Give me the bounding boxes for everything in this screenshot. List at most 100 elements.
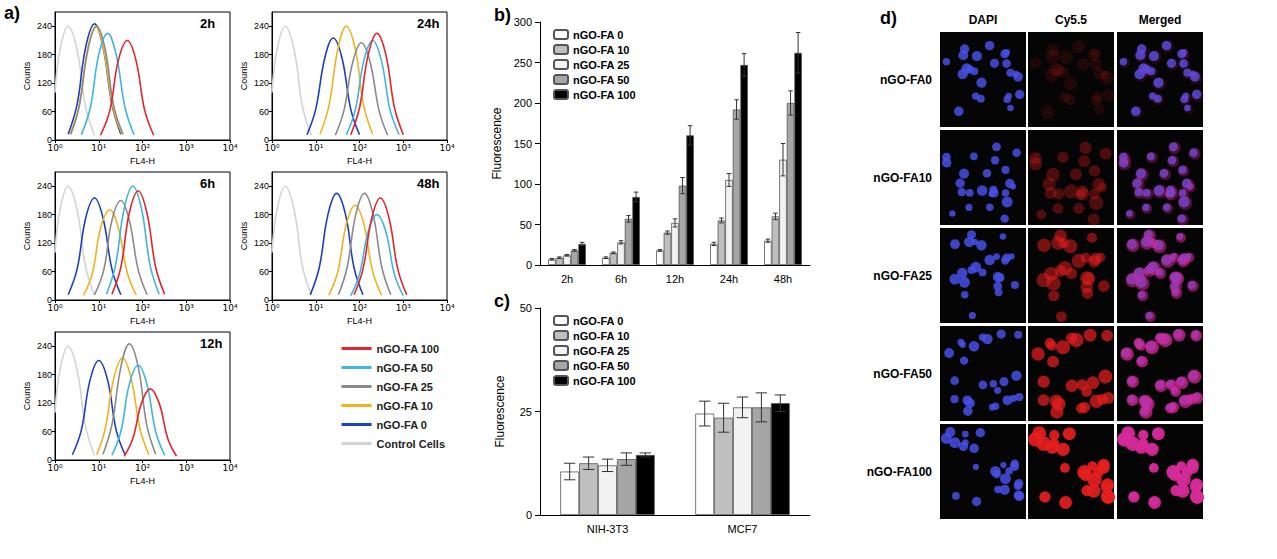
svg-text:10⁴: 10⁴ [222,463,237,473]
svg-text:240: 240 [37,21,52,31]
svg-text:60: 60 [42,107,52,117]
svg-text:Merged: Merged [1139,13,1182,27]
svg-text:c): c) [494,291,510,311]
svg-text:10³: 10³ [179,143,194,153]
svg-text:200: 200 [514,97,532,109]
svg-text:60: 60 [259,267,269,277]
svg-text:nGO-FA 25: nGO-FA 25 [573,59,629,71]
svg-text:Fluorescence: Fluorescence [493,375,507,447]
svg-text:nGO-FA 50: nGO-FA 50 [573,74,629,86]
svg-text:NIH-3T3: NIH-3T3 [587,523,629,535]
svg-text:nGO-FA 0: nGO-FA 0 [573,29,623,41]
svg-text:240: 240 [37,181,52,191]
svg-text:10⁴: 10⁴ [439,303,454,313]
svg-text:a): a) [4,3,20,23]
svg-text:10⁰: 10⁰ [264,303,279,313]
svg-text:120: 120 [37,238,52,248]
svg-text:nGO-FA25: nGO-FA25 [873,269,932,283]
svg-text:nGO-FA50: nGO-FA50 [873,367,932,381]
svg-text:10²: 10² [135,463,150,473]
svg-text:60: 60 [42,427,52,437]
svg-text:d): d) [880,8,897,28]
svg-text:24h: 24h [720,273,738,285]
svg-text:nGO-FA 100: nGO-FA 100 [573,375,636,387]
svg-text:10¹: 10¹ [308,303,323,313]
svg-text:2h: 2h [561,273,573,285]
svg-text:0: 0 [526,509,532,521]
svg-text:180: 180 [37,210,52,220]
svg-text:MCF7: MCF7 [728,523,758,535]
svg-text:Counts: Counts [22,381,32,410]
svg-text:10⁰: 10⁰ [47,143,62,153]
svg-text:10³: 10³ [179,303,194,313]
svg-text:180: 180 [254,210,269,220]
svg-text:10²: 10² [352,303,367,313]
svg-text:240: 240 [254,21,269,31]
svg-text:300: 300 [514,16,532,28]
svg-text:nGO-FA 50: nGO-FA 50 [377,362,433,374]
svg-text:10⁴: 10⁴ [222,303,237,313]
svg-text:Cy5.5: Cy5.5 [1055,13,1087,27]
svg-text:Control Cells: Control Cells [377,438,445,450]
svg-text:240: 240 [254,181,269,191]
svg-text:FL4-H: FL4-H [130,316,155,326]
svg-text:nGO-FA0: nGO-FA0 [880,73,932,87]
svg-text:100: 100 [514,178,532,190]
svg-text:50: 50 [520,302,532,314]
svg-text:48h: 48h [417,176,439,191]
svg-text:nGO-FA 25: nGO-FA 25 [573,345,629,357]
svg-text:250: 250 [514,57,532,69]
svg-text:FL4-H: FL4-H [347,156,372,166]
svg-text:60: 60 [259,107,269,117]
svg-text:b): b) [494,5,511,25]
svg-text:10²: 10² [135,303,150,313]
svg-text:120: 120 [37,78,52,88]
svg-text:6h: 6h [200,176,215,191]
svg-text:10³: 10³ [179,463,194,473]
svg-text:150: 150 [514,138,532,150]
svg-text:10¹: 10¹ [91,463,106,473]
svg-text:180: 180 [254,50,269,60]
svg-text:FL4-H: FL4-H [347,316,372,326]
svg-text:10⁰: 10⁰ [47,303,62,313]
svg-text:0: 0 [526,259,532,271]
svg-text:6h: 6h [615,273,627,285]
svg-text:60: 60 [42,267,52,277]
svg-text:nGO-FA 0: nGO-FA 0 [377,419,427,431]
svg-text:48h: 48h [774,273,792,285]
svg-text:10⁰: 10⁰ [264,143,279,153]
svg-text:nGO-FA 0: nGO-FA 0 [573,315,623,327]
svg-text:Counts: Counts [239,61,249,90]
svg-text:nGO-FA 100: nGO-FA 100 [377,343,440,355]
svg-text:10²: 10² [135,143,150,153]
svg-text:120: 120 [254,238,269,248]
svg-text:DAPI: DAPI [969,13,998,27]
svg-text:FL4-H: FL4-H [130,156,155,166]
svg-text:nGO-FA 25: nGO-FA 25 [377,381,433,393]
svg-text:12h: 12h [666,273,684,285]
svg-text:12h: 12h [200,336,222,351]
svg-text:120: 120 [254,78,269,88]
svg-text:25: 25 [520,406,532,418]
svg-text:nGO-FA10: nGO-FA10 [873,171,932,185]
svg-text:10⁴: 10⁴ [222,143,237,153]
svg-text:50: 50 [520,219,532,231]
svg-text:180: 180 [37,50,52,60]
svg-text:10¹: 10¹ [91,303,106,313]
svg-text:180: 180 [37,370,52,380]
svg-text:nGO-FA 10: nGO-FA 10 [573,44,629,56]
svg-text:120: 120 [37,398,52,408]
svg-text:nGO-FA 10: nGO-FA 10 [573,330,629,342]
svg-text:Counts: Counts [239,221,249,250]
svg-text:10³: 10³ [396,303,411,313]
svg-text:nGO-FA100: nGO-FA100 [867,465,933,479]
svg-text:Fluorescence: Fluorescence [490,107,504,179]
svg-text:FL4-H: FL4-H [130,476,155,486]
svg-text:10¹: 10¹ [91,143,106,153]
svg-text:Counts: Counts [22,221,32,250]
svg-text:Counts: Counts [22,61,32,90]
svg-text:nGO-FA 50: nGO-FA 50 [573,360,629,372]
svg-text:10⁰: 10⁰ [47,463,62,473]
svg-text:10⁴: 10⁴ [439,143,454,153]
svg-text:240: 240 [37,341,52,351]
